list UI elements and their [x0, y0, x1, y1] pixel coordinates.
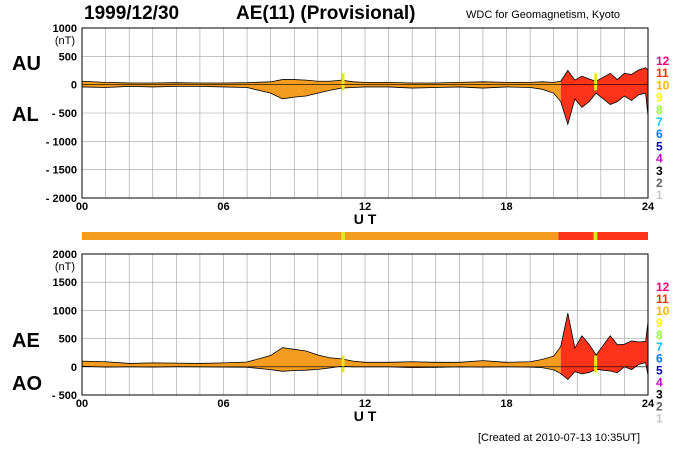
activity-bar-segment: [344, 232, 559, 240]
y-tick-label: 500: [59, 51, 77, 63]
activity-scale-3: 3: [656, 164, 663, 178]
area-moderate-activity: [82, 346, 561, 374]
activity-scale-9: 9: [656, 316, 663, 330]
activity-scale-1: 1: [656, 412, 663, 426]
y-tick-label: - 2000: [46, 193, 77, 205]
x-tick-label: 12: [359, 398, 371, 410]
y-tick-label: 2000: [53, 249, 77, 261]
activity-scale-4: 4: [656, 152, 663, 166]
unit-label: (nT): [55, 35, 75, 47]
activity-bar-segment: [593, 232, 598, 240]
series-label-au: AU: [12, 53, 41, 75]
activity-scale-5: 5: [656, 364, 663, 378]
series-line-al: [81, 85, 649, 126]
series-label-al: AL: [12, 104, 39, 126]
x-tick-label: 12: [359, 201, 371, 213]
y-tick-label: - 1500: [46, 165, 77, 177]
x-tick-label: 24: [642, 398, 655, 410]
activity-scale-12: 12: [656, 54, 670, 68]
activity-scale-9: 9: [656, 91, 663, 105]
area-high-activity: [560, 313, 648, 380]
activity-bar-segment: [597, 232, 648, 240]
x-tick-label: 18: [500, 201, 512, 213]
unit-label: (nT): [55, 261, 75, 273]
x-tick-label: 06: [217, 201, 229, 213]
y-tick-label: 0: [71, 80, 77, 92]
y-tick-label: - 500: [52, 108, 77, 120]
y-tick-label: - 500: [52, 390, 77, 402]
activity-bar-segment: [341, 232, 345, 240]
activity-scale-6: 6: [656, 127, 663, 141]
series-label-ae: AE: [12, 330, 40, 352]
series-line-au: [81, 67, 649, 84]
activity-scale-8: 8: [656, 328, 663, 342]
activity-scale-2: 2: [656, 176, 663, 190]
series-label-ao: AO: [12, 373, 42, 395]
y-tick-label: - 1000: [46, 136, 77, 148]
area-moderate-activity: [82, 79, 561, 102]
y-tick-label: 1000: [53, 305, 77, 317]
plot-frame: [81, 253, 649, 396]
plot-frame: [81, 27, 649, 199]
y-tick-label: 1000: [53, 23, 77, 35]
activity-scale-6: 6: [656, 352, 663, 366]
activity-scale-1: 1: [656, 188, 663, 202]
x-tick-label: 00: [76, 398, 88, 410]
activity-scale-7: 7: [656, 115, 663, 129]
activity-scale-10: 10: [656, 304, 670, 318]
x-axis-label: U T: [354, 408, 377, 424]
source-label: WDC for Geomagnetism, Kyoto: [466, 9, 621, 21]
y-tick-label: 500: [59, 334, 77, 346]
activity-scale-8: 8: [656, 103, 663, 117]
activity-scale-11: 11: [656, 66, 669, 80]
activity-scale-5: 5: [656, 139, 663, 153]
x-tick-label: 18: [500, 398, 512, 410]
series-line-ae: [81, 313, 649, 364]
y-tick-label: 1500: [53, 277, 77, 289]
activity-scale-10: 10: [656, 78, 670, 92]
y-tick-label: 0: [71, 362, 77, 374]
activity-scale-11: 11: [656, 292, 669, 306]
date-label: 1999/12/30: [84, 3, 180, 24]
x-tick-label: 24: [642, 201, 655, 213]
activity-bar-segment: [82, 232, 342, 240]
x-tick-label: 06: [217, 398, 229, 410]
created-timestamp: [Created at 2010-07-13 10:35UT]: [478, 432, 641, 444]
area-high-activity: [560, 67, 648, 125]
activity-bar-segment: [558, 232, 594, 240]
activity-scale-12: 12: [656, 280, 670, 294]
activity-scale-4: 4: [656, 376, 663, 390]
x-axis-label: U T: [354, 211, 377, 227]
chart-title: AE(11) (Provisional): [236, 3, 416, 24]
activity-scale-3: 3: [656, 388, 663, 402]
activity-scale-7: 7: [656, 340, 663, 354]
x-tick-label: 00: [76, 201, 88, 213]
activity-scale-2: 2: [656, 400, 663, 414]
